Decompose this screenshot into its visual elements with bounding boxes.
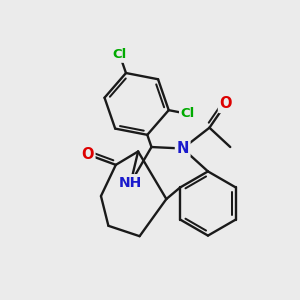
Text: N: N: [176, 141, 189, 156]
Text: O: O: [81, 147, 94, 162]
Text: NH: NH: [119, 176, 142, 190]
Text: O: O: [220, 96, 232, 111]
Text: Cl: Cl: [181, 107, 195, 120]
Text: Cl: Cl: [112, 48, 127, 61]
